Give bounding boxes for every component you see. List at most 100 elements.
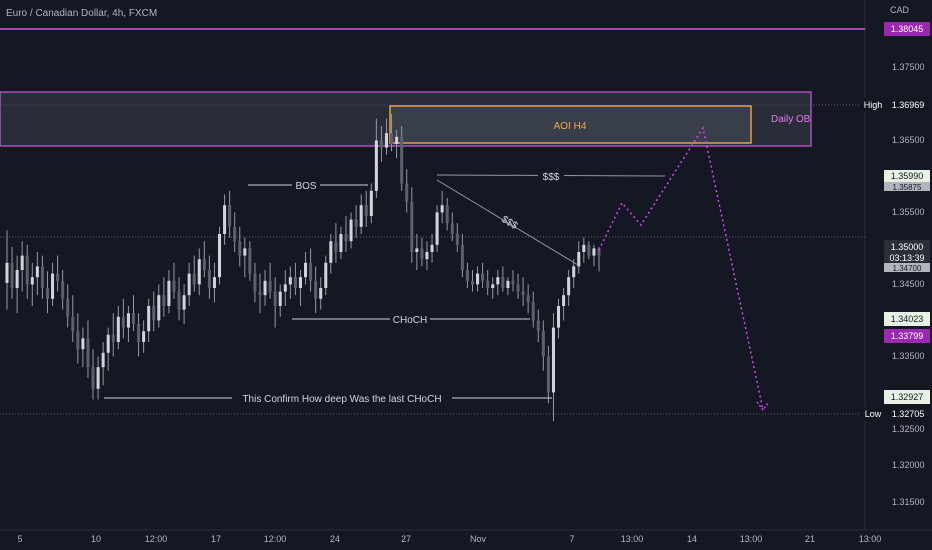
candle-body[interactable] <box>450 223 454 234</box>
candle-body[interactable] <box>212 277 216 288</box>
candle-body[interactable] <box>45 288 49 299</box>
candle-body[interactable] <box>511 280 515 285</box>
candle-body[interactable] <box>111 334 115 342</box>
candle-body[interactable] <box>354 219 358 227</box>
candle-body[interactable] <box>91 367 95 389</box>
candle-body[interactable] <box>248 248 252 274</box>
candle-body[interactable] <box>298 277 302 288</box>
candle-body[interactable] <box>5 262 9 283</box>
candle-body[interactable] <box>430 244 434 252</box>
candle-body[interactable] <box>172 280 176 292</box>
candle-body[interactable] <box>258 291 262 296</box>
candle-body[interactable] <box>582 244 586 252</box>
candle-body[interactable] <box>30 277 34 285</box>
candle-body[interactable] <box>253 273 257 292</box>
candle-body[interactable] <box>202 259 206 270</box>
candle-body[interactable] <box>243 248 247 256</box>
candle-body[interactable] <box>10 262 14 288</box>
candle-body[interactable] <box>106 334 110 353</box>
candle-body[interactable] <box>465 270 469 281</box>
candle-body[interactable] <box>410 201 414 252</box>
candle-body[interactable] <box>56 273 60 281</box>
candle-body[interactable] <box>101 352 105 368</box>
candle-body[interactable] <box>51 273 55 299</box>
candle-body[interactable] <box>71 316 75 332</box>
candle-body[interactable] <box>557 306 561 328</box>
candle-body[interactable] <box>572 266 576 278</box>
candle-body[interactable] <box>40 266 44 288</box>
candle-body[interactable] <box>137 324 141 342</box>
candle-body[interactable] <box>339 234 343 252</box>
candle-body[interactable] <box>121 316 125 328</box>
candle-body[interactable] <box>562 295 566 306</box>
candle-body[interactable] <box>455 234 459 245</box>
candle-body[interactable] <box>405 183 409 202</box>
candle-body[interactable] <box>567 277 571 296</box>
candle-body[interactable] <box>491 284 495 288</box>
candle-body[interactable] <box>197 259 201 285</box>
candle-body[interactable] <box>167 280 171 306</box>
candle-body[interactable] <box>445 205 449 224</box>
candle-body[interactable] <box>329 241 333 263</box>
candle-body[interactable] <box>293 277 297 288</box>
candle-body[interactable] <box>314 280 318 299</box>
candle-body[interactable] <box>364 205 368 216</box>
candle-body[interactable] <box>319 288 323 299</box>
candle-body[interactable] <box>268 280 272 292</box>
candle-body[interactable] <box>470 280 475 285</box>
candle-body[interactable] <box>157 295 161 321</box>
candle-body[interactable] <box>76 331 80 350</box>
candle-body[interactable] <box>415 248 419 252</box>
candle-body[interactable] <box>541 331 545 357</box>
candle-body[interactable] <box>233 226 237 242</box>
aoi-h4-zone[interactable] <box>389 105 752 144</box>
candle-body[interactable] <box>263 280 267 296</box>
candle-body[interactable] <box>223 205 227 234</box>
candle-body[interactable] <box>587 244 591 256</box>
candle-body[interactable] <box>486 280 490 288</box>
candle-body[interactable] <box>577 252 581 267</box>
candle-body[interactable] <box>177 291 181 310</box>
candle-body[interactable] <box>476 273 480 285</box>
candle-body[interactable] <box>35 266 39 278</box>
candle-body[interactable] <box>152 306 156 321</box>
candle-body[interactable] <box>217 234 222 278</box>
candle-body[interactable] <box>526 295 530 303</box>
candle-body[interactable] <box>379 140 383 148</box>
candle-body[interactable] <box>142 331 146 342</box>
candle-body[interactable] <box>349 219 353 242</box>
candle-body[interactable] <box>187 273 191 296</box>
candle-body[interactable] <box>506 280 510 288</box>
candle-body[interactable] <box>420 248 424 260</box>
candle-body[interactable] <box>162 295 166 306</box>
price-projection-path[interactable] <box>598 126 764 411</box>
candle-body[interactable] <box>481 273 485 281</box>
candle-body[interactable] <box>369 190 373 216</box>
candle-body[interactable] <box>131 313 136 324</box>
candle-body[interactable] <box>20 255 24 270</box>
candle-body[interactable] <box>25 255 29 285</box>
candle-body[interactable] <box>288 277 292 285</box>
candle-body[interactable] <box>238 241 242 256</box>
candle-body[interactable] <box>400 136 404 184</box>
candle-body[interactable] <box>460 244 464 270</box>
candle-body[interactable] <box>61 280 65 299</box>
candle-body[interactable] <box>516 284 520 292</box>
candle-body[interactable] <box>15 270 19 288</box>
candle-body[interactable] <box>207 270 211 288</box>
candle-body[interactable] <box>551 327 555 393</box>
candle-body[interactable] <box>96 367 100 389</box>
candle-body[interactable] <box>126 313 130 328</box>
candle-body[interactable] <box>390 133 394 144</box>
candle-body[interactable] <box>546 356 550 393</box>
candle-body[interactable] <box>278 291 282 306</box>
candle-body[interactable] <box>182 295 186 310</box>
candle-body[interactable] <box>374 140 378 191</box>
candle-body[interactable] <box>192 273 196 285</box>
candle-body[interactable] <box>536 320 540 332</box>
candle-body[interactable] <box>309 262 313 281</box>
candle-body[interactable] <box>496 277 500 285</box>
candle-body[interactable] <box>435 212 439 245</box>
candle-body[interactable] <box>395 136 399 144</box>
